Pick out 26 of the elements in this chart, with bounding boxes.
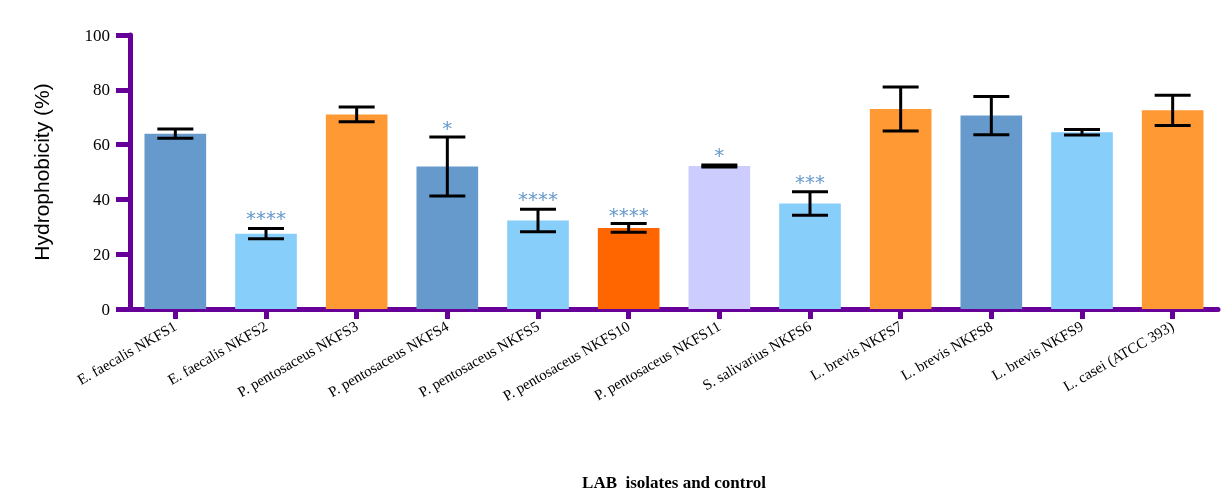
- bar: [1051, 132, 1113, 309]
- bar: [507, 220, 569, 309]
- y-tick-label: 40: [93, 189, 110, 209]
- bar: [325, 114, 388, 309]
- bar: [235, 233, 297, 309]
- bar: [416, 166, 479, 309]
- annotation: *: [442, 115, 453, 140]
- bar: [144, 133, 207, 309]
- annotation: ****: [608, 203, 649, 228]
- y-axis-title: Hydrophobicity (%): [30, 83, 53, 261]
- annotation: *: [714, 143, 725, 168]
- bar: [1141, 110, 1204, 309]
- y-tick-label: 100: [84, 25, 110, 45]
- bar: [779, 203, 841, 309]
- annotation: ****: [246, 206, 286, 231]
- bar: [688, 165, 751, 309]
- y-tick-label: 20: [93, 244, 110, 264]
- bar: [960, 115, 1023, 309]
- y-tick-label: 80: [93, 80, 110, 100]
- bar: [597, 227, 660, 309]
- x-axis-title: LAB isolates and control: [582, 473, 767, 492]
- annotation: ****: [518, 186, 558, 211]
- annotation: ***: [795, 170, 825, 195]
- y-tick-label: 60: [93, 135, 110, 155]
- y-tick-label: 0: [101, 299, 110, 319]
- bar: [869, 108, 932, 309]
